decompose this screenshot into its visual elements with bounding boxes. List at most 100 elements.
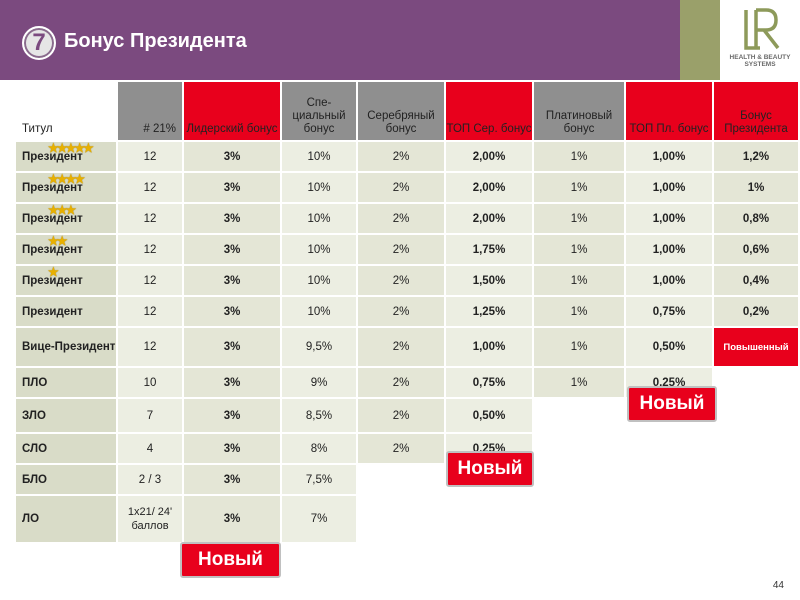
col-header-top-platinum-bonus: ТОП Пл. бонус <box>626 82 712 140</box>
table-cell: 1% <box>534 235 624 264</box>
row-title: БЛО <box>16 465 116 494</box>
row-title-text: Вице-Президент <box>22 341 116 353</box>
table-cell: 10% <box>282 204 356 233</box>
col-header-president-bonus: Бонус Президента <box>714 82 798 140</box>
table-cell: 1,00% <box>626 235 712 264</box>
col-header-21: # 21% <box>118 82 182 140</box>
table-row: Президент ★★★ 12 3% 10% 2% 2,00% 1% 1,00% 0,8% <box>16 204 798 233</box>
table-cell: 2% <box>358 173 444 202</box>
table-cell: 1,2% <box>714 142 798 171</box>
table-cell: 3% <box>184 142 280 171</box>
table-cell: 2,00% <box>446 173 532 202</box>
table-cell: 0,75% <box>446 368 532 397</box>
table-cell: 3% <box>184 496 280 542</box>
table-cell: 2% <box>358 142 444 171</box>
table-cell: 10% <box>282 297 356 326</box>
table-cell: 12 <box>118 328 182 366</box>
table-cell: 1% <box>534 173 624 202</box>
table-cell: 9% <box>282 368 356 397</box>
table-cell: 2% <box>358 399 444 432</box>
table-cell-empty <box>534 465 624 494</box>
table-cell: 2% <box>358 266 444 295</box>
table-cell: 1,00% <box>626 142 712 171</box>
table-cell: 12 <box>118 173 182 202</box>
table-cell: 12 <box>118 297 182 326</box>
table-cell: 0,50% <box>626 328 712 366</box>
table-cell-empty <box>714 434 798 463</box>
table-cell: 3% <box>184 235 280 264</box>
table-cell: 1,00% <box>626 204 712 233</box>
table-row: ПЛО 10 3% 9% 2% 0,75% 1% 0,25% <box>16 368 798 397</box>
table-cell: 0,6% <box>714 235 798 264</box>
table-row: Президент ★★★★★ 12 3% 10% 2% 2,00% 1% 1,00% 1,2% <box>16 142 798 171</box>
table-cell: 2% <box>358 368 444 397</box>
row-title: СЛО <box>16 434 116 463</box>
table-cell: 1,75% <box>446 235 532 264</box>
table-cell: 1,00% <box>626 173 712 202</box>
table-cell-empty <box>714 368 798 397</box>
table-row: Президент ★★★★ 12 3% 10% 2% 2,00% 1% 1,00% 1% <box>16 173 798 202</box>
table-row: БЛО 2 / 3 3% 7,5% <box>16 465 798 494</box>
table-cell-empty <box>626 434 712 463</box>
table-cell-empty <box>534 399 624 432</box>
table-cell-empty <box>534 434 624 463</box>
row-title-text: Президент <box>22 243 83 256</box>
row-title-text: БЛО <box>22 473 47 486</box>
table-cell: 4 <box>118 434 182 463</box>
row-title-text: Президент <box>22 212 83 225</box>
col-header-title: Титул <box>16 82 116 140</box>
table-cell: 12 <box>118 235 182 264</box>
table-cell: 2,00% <box>446 142 532 171</box>
table-cell: 10% <box>282 266 356 295</box>
table-cell: 2% <box>358 204 444 233</box>
lr-logo-mark <box>744 8 780 50</box>
table-cell: 2% <box>358 434 444 463</box>
table-cell: 3% <box>184 465 280 494</box>
col-header-top-silver-bonus: ТОП Сер. бонус <box>446 82 532 140</box>
table-cell: 1% <box>534 266 624 295</box>
new-badge-leader-bonus: Новый <box>180 542 281 578</box>
table-cell: 8% <box>282 434 356 463</box>
table-cell: 2,00% <box>446 204 532 233</box>
table-row: Президент ★ 12 3% 10% 2% 1,50% 1% 1,00% 0,4% <box>16 266 798 295</box>
table-cell: 0,2% <box>714 297 798 326</box>
table-cell: 1,00% <box>446 328 532 366</box>
table-cell-empty <box>534 496 624 542</box>
row-title: ЛО <box>16 496 116 542</box>
table-row: Президент 12 3% 10% 2% 1,25% 1% 0,75% 0,2% <box>16 297 798 326</box>
row-title: Президент ★ <box>16 266 116 295</box>
table-cell: 0,75% <box>626 297 712 326</box>
table-cell: 1,50% <box>446 266 532 295</box>
row-title-text: ЛО <box>22 513 40 525</box>
table-cell: 3% <box>184 399 280 432</box>
table-cell: 3% <box>184 434 280 463</box>
row-title-text: Президент <box>22 274 83 287</box>
table-cell: 1% <box>534 297 624 326</box>
table-cell: 10 <box>118 368 182 397</box>
table-cell-empty <box>714 399 798 432</box>
row-title: Вице-Президент <box>16 328 116 366</box>
table-cell: 7,5% <box>282 465 356 494</box>
row-title: Президент ★★★ <box>16 204 116 233</box>
table-cell: 1% <box>534 368 624 397</box>
table-cell-empty <box>446 496 532 542</box>
row-title-text: Президент <box>22 181 83 194</box>
table-cell: 3% <box>184 173 280 202</box>
table-row: ЛО 1x21/ 24' баллов 3% 7% <box>16 496 798 542</box>
table-cell: 3% <box>184 368 280 397</box>
table-row: СЛО 4 3% 8% 2% 0,25% <box>16 434 798 463</box>
table-cell: 8,5% <box>282 399 356 432</box>
table-cell: 1x21/ 24' баллов <box>118 496 182 542</box>
page-title: Бонус Президента <box>64 30 247 52</box>
row-title: Президент ★★★★ <box>16 173 116 202</box>
row-title-text: ЗЛО <box>22 409 46 422</box>
row-title-text: Президент <box>22 305 83 318</box>
row-title: Президент <box>16 297 116 326</box>
table-row: Вице-Президент 12 3% 9,5% 2% 1,00% 1% 0,50% Повы… <box>16 328 798 366</box>
table-cell: 1% <box>534 204 624 233</box>
table-cell-empty <box>358 465 444 494</box>
table-cell: Повышенный <box>714 328 798 366</box>
row-title-text: Президент <box>22 150 83 163</box>
row-title-text: СЛО <box>22 442 48 455</box>
table-cell-empty <box>714 465 798 494</box>
